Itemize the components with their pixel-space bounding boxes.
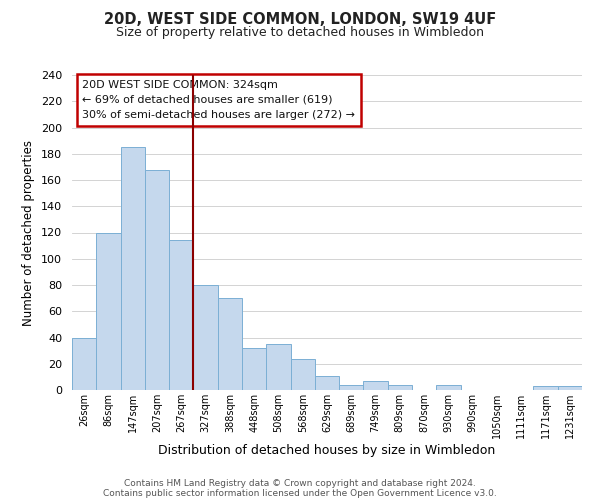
- Bar: [339, 385, 364, 390]
- Text: 20D, WEST SIDE COMMON, LONDON, SW19 4UF: 20D, WEST SIDE COMMON, LONDON, SW19 4UF: [104, 12, 496, 28]
- Bar: [533, 386, 558, 390]
- Bar: [121, 147, 145, 390]
- Bar: [218, 298, 242, 390]
- Bar: [388, 385, 412, 390]
- Y-axis label: Number of detached properties: Number of detached properties: [22, 140, 35, 326]
- Bar: [436, 385, 461, 390]
- Text: Contains public sector information licensed under the Open Government Licence v3: Contains public sector information licen…: [103, 488, 497, 498]
- Bar: [364, 381, 388, 390]
- Bar: [193, 285, 218, 390]
- Text: Contains HM Land Registry data © Crown copyright and database right 2024.: Contains HM Land Registry data © Crown c…: [124, 478, 476, 488]
- Text: Size of property relative to detached houses in Wimbledon: Size of property relative to detached ho…: [116, 26, 484, 39]
- Bar: [266, 344, 290, 390]
- Bar: [96, 232, 121, 390]
- Bar: [169, 240, 193, 390]
- Bar: [242, 348, 266, 390]
- X-axis label: Distribution of detached houses by size in Wimbledon: Distribution of detached houses by size …: [158, 444, 496, 456]
- Bar: [145, 170, 169, 390]
- Bar: [72, 338, 96, 390]
- Bar: [558, 386, 582, 390]
- Text: 20D WEST SIDE COMMON: 324sqm
← 69% of detached houses are smaller (619)
30% of s: 20D WEST SIDE COMMON: 324sqm ← 69% of de…: [82, 80, 355, 120]
- Bar: [315, 376, 339, 390]
- Bar: [290, 358, 315, 390]
